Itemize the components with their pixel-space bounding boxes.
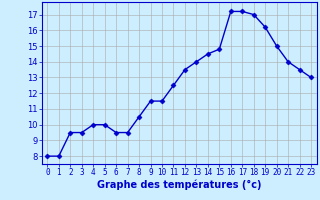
X-axis label: Graphe des températures (°c): Graphe des températures (°c)	[97, 180, 261, 190]
